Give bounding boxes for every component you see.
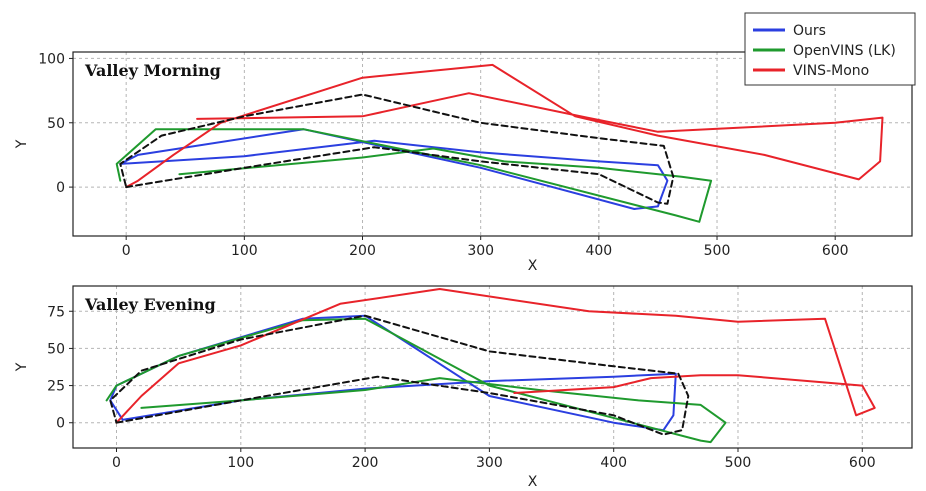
vins-mono-line [115,288,876,424]
legend-label: OpenVINS (LK) [793,43,896,59]
ours-line [119,128,669,210]
panel-1: 0 100 200 300 400 500 600 0 50 100 Valley Morning X… [14,51,913,274]
openvins-lk-line [115,128,713,223]
panel-title: Valley Evening [84,295,216,314]
x-tick-label: 100 [227,455,254,471]
x-tick-label: 0 [122,243,131,259]
x-tick-label: 0 [112,455,121,471]
x-tick-label: 200 [349,243,376,259]
legend-label: VINS-Mono [793,63,869,79]
y-tick-label: 0 [56,180,65,196]
y-axis-label: Y [14,139,30,149]
plot-frame [72,285,913,449]
ground-truth-line [119,93,675,205]
ground-truth-line [109,314,690,436]
x-tick-label: 200 [352,455,379,471]
x-tick-label: 300 [467,243,494,259]
x-tick-label: 300 [476,455,503,471]
x-tick-label: 500 [725,455,752,471]
x-tick-label: 500 [704,243,731,259]
y-tick-label: 50 [47,116,65,132]
y-tick-label: 75 [47,304,65,320]
y-tick-label: 50 [47,341,65,357]
plot-frame [72,51,913,237]
x-tick-label: 400 [585,243,612,259]
x-tick-label: 600 [849,455,876,471]
x-tick-label: 400 [600,455,627,471]
vins-mono-line [125,63,884,189]
y-axis-label: Y [14,362,30,372]
x-axis-label: X [528,258,538,274]
openvins-lk-line [105,317,727,444]
y-tick-label: 25 [47,379,65,395]
x-tick-label: 100 [231,243,258,259]
y-tick-label: 0 [56,416,65,432]
panel-title: Valley Morning [84,61,221,80]
legend: Ours OpenVINS (LK) VINS-Mono [744,12,916,86]
x-axis-label: X [528,474,538,490]
panel-2: 0 100 200 300 400 500 600 0 25 50 75 Valley Evening… [14,285,913,490]
legend-label: Ours [793,23,826,39]
x-tick-label: 600 [822,243,849,259]
y-tick-label: 100 [38,51,65,67]
